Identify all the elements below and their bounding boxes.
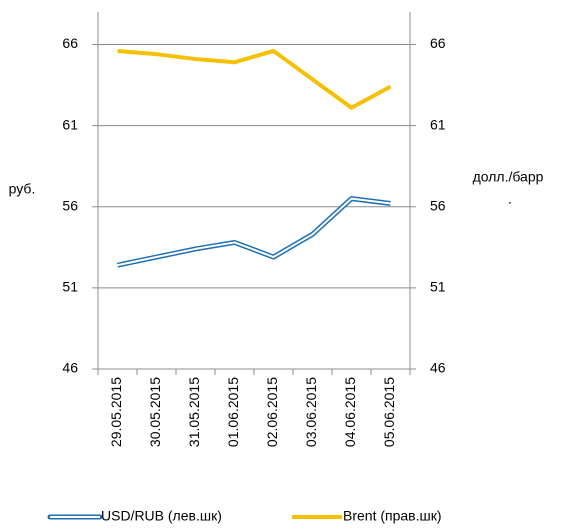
y-tick-label: 51 — [62, 279, 78, 295]
x-tick-label: 03.06.2015 — [303, 377, 319, 447]
y-tick-label: 66 — [62, 35, 78, 51]
y2-axis-label: долл./барр — [473, 169, 544, 185]
series-line-inner — [117, 197, 391, 267]
y-tick-label: 56 — [62, 197, 78, 213]
y-tick-label: 46 — [62, 360, 78, 376]
x-tick-label: 30.05.2015 — [147, 377, 163, 447]
y-tick-label: 61 — [62, 116, 78, 132]
y2-tick-label: 61 — [430, 116, 446, 132]
x-tick-label: 04.06.2015 — [342, 377, 358, 447]
series-line — [117, 48, 392, 110]
x-tick-label: 01.06.2015 — [225, 377, 241, 447]
y2-tick-label: 56 — [430, 197, 446, 213]
y-axis-label: руб. — [9, 181, 36, 197]
y2-tick-label: 46 — [430, 360, 446, 376]
legend-label: Brent (прав.шк) — [343, 508, 442, 524]
x-tick-label: 31.05.2015 — [186, 377, 202, 447]
y2-axis-label: . — [508, 191, 512, 207]
x-tick-label: 29.05.2015 — [108, 377, 124, 447]
x-tick-label: 05.06.2015 — [381, 377, 397, 447]
series-line — [116, 196, 391, 268]
legend-label: USD/RUB (лев.шк) — [101, 508, 222, 524]
y2-tick-label: 66 — [430, 35, 446, 51]
y2-tick-label: 51 — [430, 279, 446, 295]
x-tick-label: 02.06.2015 — [264, 377, 280, 447]
